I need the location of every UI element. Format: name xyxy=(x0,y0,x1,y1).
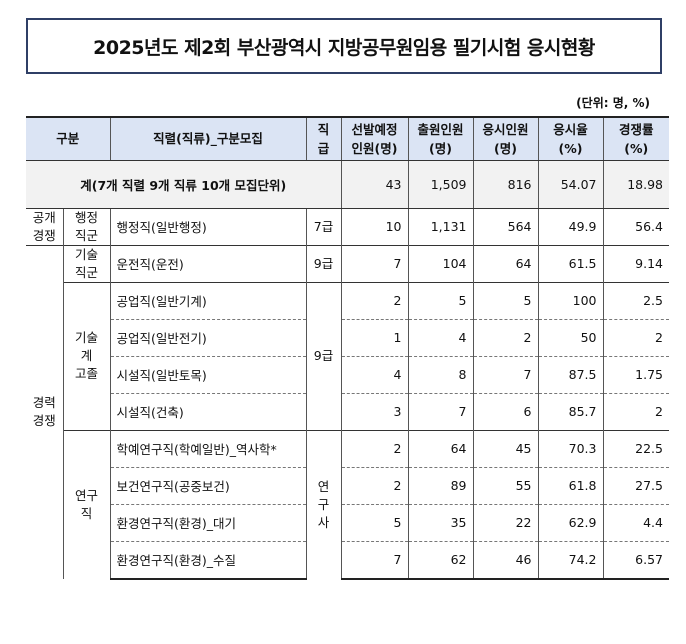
group-research: 연구직 xyxy=(62,429,111,579)
cell-applied: 64 xyxy=(407,429,474,467)
header-category: 구분 xyxy=(26,117,111,161)
cell-planned: 2 xyxy=(340,281,409,319)
cell-applied: 35 xyxy=(407,503,474,541)
cell-attended: 46 xyxy=(472,540,539,580)
cell-attended: 22 xyxy=(472,503,539,541)
cell-planned: 7 xyxy=(340,244,409,282)
cell-attended: 5 xyxy=(472,281,539,319)
total-row: 계(7개 직렬 9개 직류 10개 모집단위) 43 1,509 816 54.… xyxy=(26,160,669,209)
total-planned: 43 xyxy=(340,160,409,209)
group-admin: 행정 직군 xyxy=(62,207,111,245)
cell-competition: 1.75 xyxy=(602,355,669,393)
cell-planned: 10 xyxy=(340,207,409,245)
exam-status-table: 구분 직렬(직류)_구분모집 직급 선발예정 인원(명) 출원인원 (명) 응시인원… xyxy=(26,116,669,580)
series-name: 공업직(일반전기) xyxy=(109,318,307,356)
table-row: 기술계 고졸 공업직(일반기계) 9급 2 5 5 100 2.5 xyxy=(26,281,669,430)
cell-competition: 2 xyxy=(602,392,669,430)
grade-cell: 9급 xyxy=(305,281,342,430)
cell-competition: 56.4 xyxy=(602,207,669,245)
cell-planned: 5 xyxy=(340,503,409,541)
cell-planned: 7 xyxy=(340,540,409,580)
cell-applied: 4 xyxy=(407,318,474,356)
cell-competition: 22.5 xyxy=(602,429,669,467)
cell-attended: 6 xyxy=(472,392,539,430)
cell-attended: 564 xyxy=(472,207,539,245)
header-attended: 응시인원 (명) xyxy=(472,117,539,161)
cell-rate: 61.8 xyxy=(537,466,604,504)
cell-rate: 61.5 xyxy=(537,244,604,282)
cell-planned: 2 xyxy=(340,466,409,504)
cell-planned: 4 xyxy=(340,355,409,393)
series-name: 환경연구직(환경)_대기 xyxy=(109,503,307,541)
table-row: 환경연구직(환경)_대기 5 35 22 62.9 4.4 xyxy=(26,503,669,541)
total-attended: 816 xyxy=(472,160,539,209)
cell-rate: 50 xyxy=(537,318,604,356)
cell-applied: 62 xyxy=(407,540,474,580)
total-applied: 1,509 xyxy=(407,160,474,209)
group-tech-highschool: 기술계 고졸 xyxy=(62,281,111,430)
table-row: 보건연구직(공중보건) 2 89 55 61.8 27.5 xyxy=(26,466,669,504)
cell-planned: 2 xyxy=(340,429,409,467)
cell-applied: 7 xyxy=(407,392,474,430)
cell-rate: 49.9 xyxy=(537,207,604,245)
cell-applied: 104 xyxy=(407,244,474,282)
cell-applied: 89 xyxy=(407,466,474,504)
total-competition: 18.98 xyxy=(602,160,669,209)
series-name: 시설직(일반토목) xyxy=(109,355,307,393)
cell-attended: 45 xyxy=(472,429,539,467)
document-title: 2025년도 제2회 부산광역시 지방공무원임용 필기시험 응시현황 xyxy=(26,18,662,74)
grade-cell: 7급 xyxy=(305,207,342,245)
cell-planned: 3 xyxy=(340,392,409,430)
cell-rate: 85.7 xyxy=(537,392,604,430)
cell-applied: 5 xyxy=(407,281,474,319)
header-competition: 경쟁률 (%) xyxy=(602,117,669,161)
cell-competition: 4.4 xyxy=(602,503,669,541)
group-tech: 기술 직군 xyxy=(62,244,111,282)
cell-rate: 74.2 xyxy=(537,540,604,580)
header-grade: 직급 xyxy=(305,117,342,161)
table-row: 연구직 학예연구직(학예일반)_역사학* 연구 사 2 64 45 70.3 22.5 xyxy=(26,429,669,579)
series-name: 행정직(일반행정) xyxy=(109,207,307,245)
cell-competition: 27.5 xyxy=(602,466,669,504)
table-row: 시설직(건축) 3 7 6 85.7 2 xyxy=(26,392,669,430)
table-row: 공업직(일반전기) 1 4 2 50 2 xyxy=(26,318,669,356)
header-planned: 선발예정 인원(명) xyxy=(340,117,409,161)
cell-competition: 9.14 xyxy=(602,244,669,282)
header-applied: 출원인원 (명) xyxy=(407,117,474,161)
cell-rate: 70.3 xyxy=(537,429,604,467)
cell-rate: 62.9 xyxy=(537,503,604,541)
grade-cell: 연구 사 xyxy=(305,429,342,579)
series-name: 보건연구직(공중보건) xyxy=(109,466,307,504)
cell-rate: 87.5 xyxy=(537,355,604,393)
group-open-competition: 공개 경쟁 xyxy=(26,207,64,245)
cell-attended: 64 xyxy=(472,244,539,282)
series-name: 환경연구직(환경)_수질 xyxy=(109,540,307,580)
cell-competition: 6.57 xyxy=(602,540,669,580)
series-name: 운전직(운전) xyxy=(109,244,307,282)
group-career-competition: 경력 경쟁 xyxy=(26,244,64,579)
header-series: 직렬(직류)_구분모집 xyxy=(109,117,307,161)
cell-competition: 2.5 xyxy=(602,281,669,319)
cell-attended: 7 xyxy=(472,355,539,393)
total-label: 계(7개 직렬 9개 직류 10개 모집단위) xyxy=(26,160,342,209)
series-name: 학예연구직(학예일반)_역사학* xyxy=(109,429,307,467)
total-rate: 54.07 xyxy=(537,160,604,209)
cell-planned: 1 xyxy=(340,318,409,356)
cell-applied: 8 xyxy=(407,355,474,393)
cell-competition: 2 xyxy=(602,318,669,356)
cell-attended: 55 xyxy=(472,466,539,504)
series-name: 공업직(일반기계) xyxy=(109,281,307,319)
cell-applied: 1,131 xyxy=(407,207,474,245)
cell-rate: 100 xyxy=(537,281,604,319)
table-row: 환경연구직(환경)_수질 7 62 46 74.2 6.57 xyxy=(26,540,669,580)
grade-cell: 9급 xyxy=(305,244,342,282)
unit-label: (단위: 명, %) xyxy=(576,96,650,110)
cell-attended: 2 xyxy=(472,318,539,356)
table-row: 시설직(일반토목) 4 8 7 87.5 1.75 xyxy=(26,355,669,393)
table-row: 공개 경쟁 행정 직군 행정직(일반행정) 7급 10 1,131 564 49.9 56.4 xyxy=(26,207,669,245)
series-name: 시설직(건축) xyxy=(109,392,307,430)
table-row: 경력 경쟁 기술 직군 운전직(운전) 9급 7 104 64 61.5 9.14 xyxy=(26,244,669,579)
header-rate: 응시율 (%) xyxy=(537,117,604,161)
